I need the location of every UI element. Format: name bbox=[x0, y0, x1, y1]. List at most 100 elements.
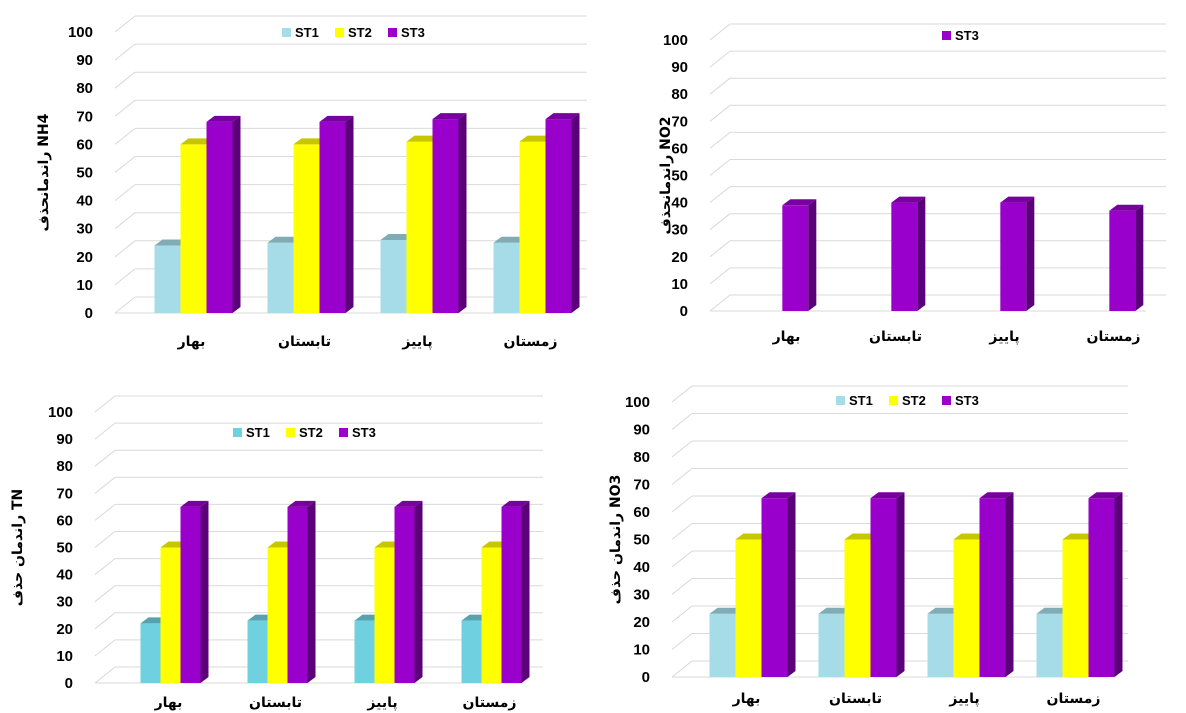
x-category-label: پاییز bbox=[401, 334, 432, 350]
gridline-diag bbox=[671, 633, 693, 650]
gridline-diag bbox=[709, 213, 731, 231]
legend-swatch bbox=[388, 28, 397, 37]
y-axis-label: راندمانحذف NO2 bbox=[658, 116, 674, 234]
legend-label: ST3 bbox=[955, 393, 979, 408]
y-tick-label: 50 bbox=[633, 532, 650, 549]
y-tick-label: 50 bbox=[56, 540, 73, 557]
legend-label: ST2 bbox=[902, 393, 926, 408]
y-tick-label: 90 bbox=[56, 431, 73, 448]
gridline-diag bbox=[671, 605, 693, 623]
gridline-diag bbox=[709, 240, 731, 258]
gridline-diag bbox=[94, 422, 116, 440]
chart-no3-removal: 0 10 20 30 40 50 60 70 80 90 100 راندمان حذف NO3 بها… bbox=[608, 385, 1128, 707]
bar-st3-2 bbox=[394, 500, 423, 683]
y-tick-label: 30 bbox=[633, 587, 650, 604]
bar-st3-0 bbox=[761, 492, 796, 677]
y-tick-label: 70 bbox=[633, 477, 650, 494]
y-tick-label: 60 bbox=[633, 504, 650, 521]
legend-item-st1: ST1 bbox=[836, 393, 873, 408]
gridline-diag bbox=[709, 267, 731, 285]
legend-label: ST3 bbox=[955, 28, 979, 43]
gridline-diag bbox=[671, 660, 693, 678]
gridline-diag bbox=[114, 240, 136, 258]
legend-item-st3: ST3 bbox=[942, 28, 979, 43]
y-tick-label: 100 bbox=[625, 394, 650, 411]
x-category-label: بهار bbox=[177, 334, 206, 350]
legend-label: ST2 bbox=[348, 25, 372, 40]
gridline-diag bbox=[709, 186, 731, 203]
y-tick-label: 30 bbox=[56, 594, 73, 611]
y-tick-label: 70 bbox=[671, 113, 688, 130]
y-tick-label: 60 bbox=[76, 136, 93, 153]
y-tick-label: 90 bbox=[671, 59, 688, 76]
y-tick-label: 80 bbox=[76, 80, 93, 97]
y-tick-label: 100 bbox=[663, 32, 688, 49]
gridline-diag bbox=[709, 132, 731, 149]
y-tick-label: 30 bbox=[671, 222, 688, 239]
legend-swatch bbox=[942, 396, 951, 405]
gridline-diag bbox=[114, 156, 136, 173]
y-axis-label: راندمان حذف NO3 bbox=[608, 475, 624, 605]
legend-swatch bbox=[339, 428, 348, 437]
gridline-diag bbox=[709, 104, 731, 122]
legend-item-st2: ST2 bbox=[335, 25, 372, 40]
bar-st3-0 bbox=[180, 500, 209, 683]
bar-st3-0 bbox=[782, 199, 817, 311]
gridline-diag bbox=[671, 440, 693, 458]
legend-label: ST3 bbox=[352, 425, 376, 440]
chart-nh4-removal: 0 10 20 30 40 50 60 70 80 90 100 راندمانحذف NH4 بهار… bbox=[36, 15, 587, 350]
x-category-label: تابستان bbox=[249, 695, 302, 711]
x-category-label: پاییز bbox=[366, 695, 397, 711]
y-tick-label: 60 bbox=[56, 512, 73, 529]
y-tick-label: 50 bbox=[671, 168, 688, 185]
y-tick-label: 100 bbox=[68, 24, 93, 41]
legend-swatch bbox=[889, 396, 898, 405]
x-category-label: تابستان bbox=[278, 334, 331, 350]
legend-swatch bbox=[282, 28, 291, 37]
gridline-diag bbox=[94, 449, 116, 467]
gridline-diag bbox=[114, 15, 136, 33]
legend-label: ST1 bbox=[849, 393, 873, 408]
y-tick-label: 20 bbox=[633, 614, 650, 631]
y-tick-label: 80 bbox=[56, 458, 73, 475]
bar-st3-3 bbox=[545, 113, 580, 313]
y-tick-label: 80 bbox=[633, 449, 650, 466]
bar-st3-3 bbox=[501, 500, 530, 683]
x-category-label: زمستان bbox=[1087, 329, 1141, 345]
gridline-diag bbox=[709, 23, 731, 41]
gridline-diag bbox=[114, 71, 136, 89]
x-category-label: زمستان bbox=[1047, 691, 1101, 707]
y-tick-label: 40 bbox=[76, 193, 93, 210]
legend-item-st3: ST3 bbox=[388, 25, 425, 40]
gridline-diag bbox=[709, 77, 731, 95]
y-tick-label: 20 bbox=[76, 249, 93, 266]
gridline-diag bbox=[114, 184, 136, 201]
bar-st3-2 bbox=[1000, 196, 1035, 311]
legend-swatch bbox=[335, 28, 344, 37]
gridline-diag bbox=[671, 495, 693, 513]
gridline-diag bbox=[114, 43, 136, 61]
bar-st1-2 bbox=[927, 607, 962, 677]
gridline-diag bbox=[671, 578, 693, 595]
gridline-diag bbox=[709, 159, 731, 176]
y-tick-label: 30 bbox=[76, 221, 93, 238]
legend-item-st1: ST1 bbox=[233, 425, 270, 440]
gridline-diag bbox=[114, 268, 136, 286]
y-tick-label: 10 bbox=[671, 276, 688, 293]
legend-label: ST3 bbox=[401, 25, 425, 40]
gridline-diag bbox=[114, 99, 136, 117]
y-axis-label: راندمانحذف NH4 bbox=[36, 113, 52, 231]
legend-label: ST1 bbox=[295, 25, 319, 40]
x-category-label: پاییز bbox=[988, 329, 1019, 345]
legend-swatch bbox=[942, 31, 951, 40]
y-tick-label: 20 bbox=[671, 249, 688, 266]
y-tick-label: 40 bbox=[633, 559, 650, 576]
y-tick-label: 70 bbox=[56, 485, 73, 502]
y-tick-label: 0 bbox=[680, 303, 688, 320]
gridline-diag bbox=[671, 385, 693, 403]
x-category-label: تابستان bbox=[869, 329, 922, 345]
bar-st3-1 bbox=[319, 115, 354, 313]
chart-tn-removal: 0 10 20 30 40 50 60 70 80 90 100 راندمان حذف TN بهار… bbox=[10, 395, 543, 711]
gridline-diag bbox=[94, 666, 116, 684]
gridline-diag bbox=[94, 476, 116, 494]
